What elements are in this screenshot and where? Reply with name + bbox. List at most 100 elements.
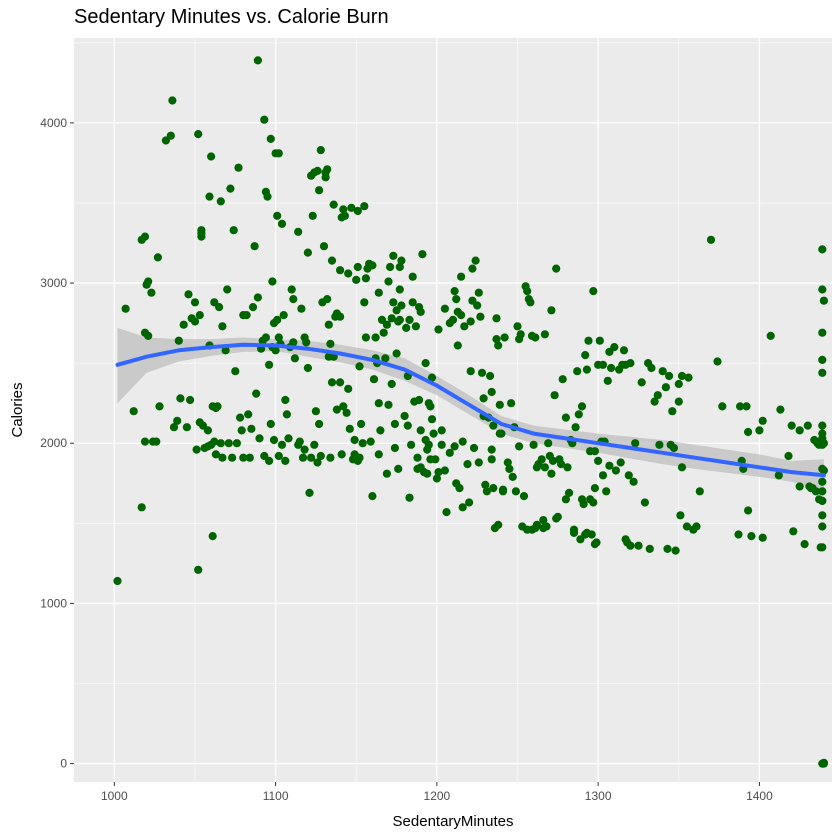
data-point bbox=[413, 453, 422, 462]
data-point bbox=[803, 421, 812, 430]
data-point bbox=[290, 354, 299, 363]
data-point bbox=[387, 379, 396, 389]
data-point bbox=[277, 440, 287, 449]
data-point bbox=[344, 384, 353, 393]
data-point bbox=[561, 495, 571, 504]
data-point bbox=[445, 448, 454, 457]
data-point bbox=[137, 503, 146, 512]
data-point bbox=[374, 288, 383, 297]
data-point bbox=[357, 419, 366, 429]
data-point bbox=[744, 506, 753, 515]
data-point bbox=[248, 303, 258, 312]
data-point bbox=[508, 472, 517, 481]
data-point bbox=[176, 394, 185, 403]
grid-lines bbox=[74, 38, 832, 782]
data-point bbox=[818, 522, 827, 531]
data-point bbox=[263, 192, 272, 201]
data-point bbox=[634, 541, 643, 550]
data-point bbox=[758, 533, 767, 542]
data-point bbox=[250, 242, 259, 251]
data-point bbox=[216, 197, 225, 206]
data-point bbox=[542, 522, 551, 531]
data-point bbox=[489, 484, 498, 493]
data-point bbox=[466, 367, 475, 376]
data-point bbox=[337, 450, 346, 459]
data-point bbox=[168, 96, 177, 105]
data-point bbox=[515, 442, 524, 451]
data-point bbox=[598, 360, 608, 369]
data-point bbox=[550, 391, 559, 400]
data-point bbox=[369, 375, 379, 384]
data-point bbox=[579, 500, 588, 509]
data-point bbox=[429, 429, 438, 438]
data-point bbox=[355, 362, 364, 371]
data-point bbox=[340, 211, 349, 220]
data-point bbox=[358, 439, 367, 448]
data-point bbox=[210, 437, 219, 446]
data-point bbox=[386, 262, 395, 272]
data-point bbox=[590, 447, 600, 456]
data-point bbox=[266, 419, 275, 429]
data-point bbox=[457, 311, 466, 320]
data-point bbox=[207, 152, 216, 161]
data-point bbox=[247, 424, 256, 433]
data-point bbox=[495, 400, 504, 409]
data-point bbox=[565, 488, 574, 497]
data-point bbox=[818, 543, 827, 552]
data-point bbox=[537, 455, 546, 464]
data-point bbox=[252, 389, 261, 398]
data-point bbox=[387, 314, 396, 323]
data-point bbox=[174, 336, 183, 345]
data-point bbox=[784, 451, 793, 461]
data-point bbox=[353, 262, 362, 272]
x-tick-label: 1400 bbox=[746, 789, 773, 803]
data-point bbox=[197, 226, 206, 235]
data-point bbox=[481, 480, 490, 489]
data-point bbox=[661, 383, 671, 392]
y-tick-label: 1000 bbox=[40, 596, 67, 610]
chart-title: Sedentary Minutes vs. Calorie Burn bbox=[74, 6, 389, 28]
data-point bbox=[361, 333, 370, 342]
data-point bbox=[603, 376, 612, 385]
data-point bbox=[194, 130, 203, 139]
data-point bbox=[421, 359, 430, 368]
data-point bbox=[326, 453, 335, 462]
data-point bbox=[310, 440, 319, 449]
data-point bbox=[440, 304, 449, 313]
data-point bbox=[190, 298, 200, 307]
data-point bbox=[194, 565, 203, 574]
data-point bbox=[327, 256, 337, 265]
data-point bbox=[674, 379, 683, 389]
data-point bbox=[308, 211, 317, 220]
data-point bbox=[355, 453, 364, 462]
data-point bbox=[392, 349, 401, 358]
data-point bbox=[505, 464, 514, 473]
data-point bbox=[350, 435, 359, 445]
data-point bbox=[302, 338, 311, 347]
data-point bbox=[468, 264, 477, 273]
data-point bbox=[323, 295, 332, 304]
data-point bbox=[424, 440, 433, 449]
data-point bbox=[736, 402, 745, 411]
data-point bbox=[663, 544, 672, 554]
data-point bbox=[390, 419, 399, 429]
data-point bbox=[389, 251, 398, 260]
data-point bbox=[486, 371, 495, 381]
data-point bbox=[766, 331, 775, 340]
data-point bbox=[819, 439, 829, 448]
data-point bbox=[479, 394, 488, 403]
data-point bbox=[605, 461, 614, 470]
data-point bbox=[473, 301, 482, 310]
data-point bbox=[327, 378, 337, 387]
data-point bbox=[231, 367, 240, 376]
data-point bbox=[577, 402, 587, 411]
data-point bbox=[477, 368, 487, 377]
data-point bbox=[121, 304, 130, 313]
data-point bbox=[571, 423, 580, 432]
x-tick-label: 1000 bbox=[101, 789, 128, 803]
data-point bbox=[598, 471, 608, 480]
data-point bbox=[190, 317, 200, 326]
data-point bbox=[277, 219, 287, 228]
data-point bbox=[610, 343, 619, 352]
data-point bbox=[347, 203, 356, 212]
